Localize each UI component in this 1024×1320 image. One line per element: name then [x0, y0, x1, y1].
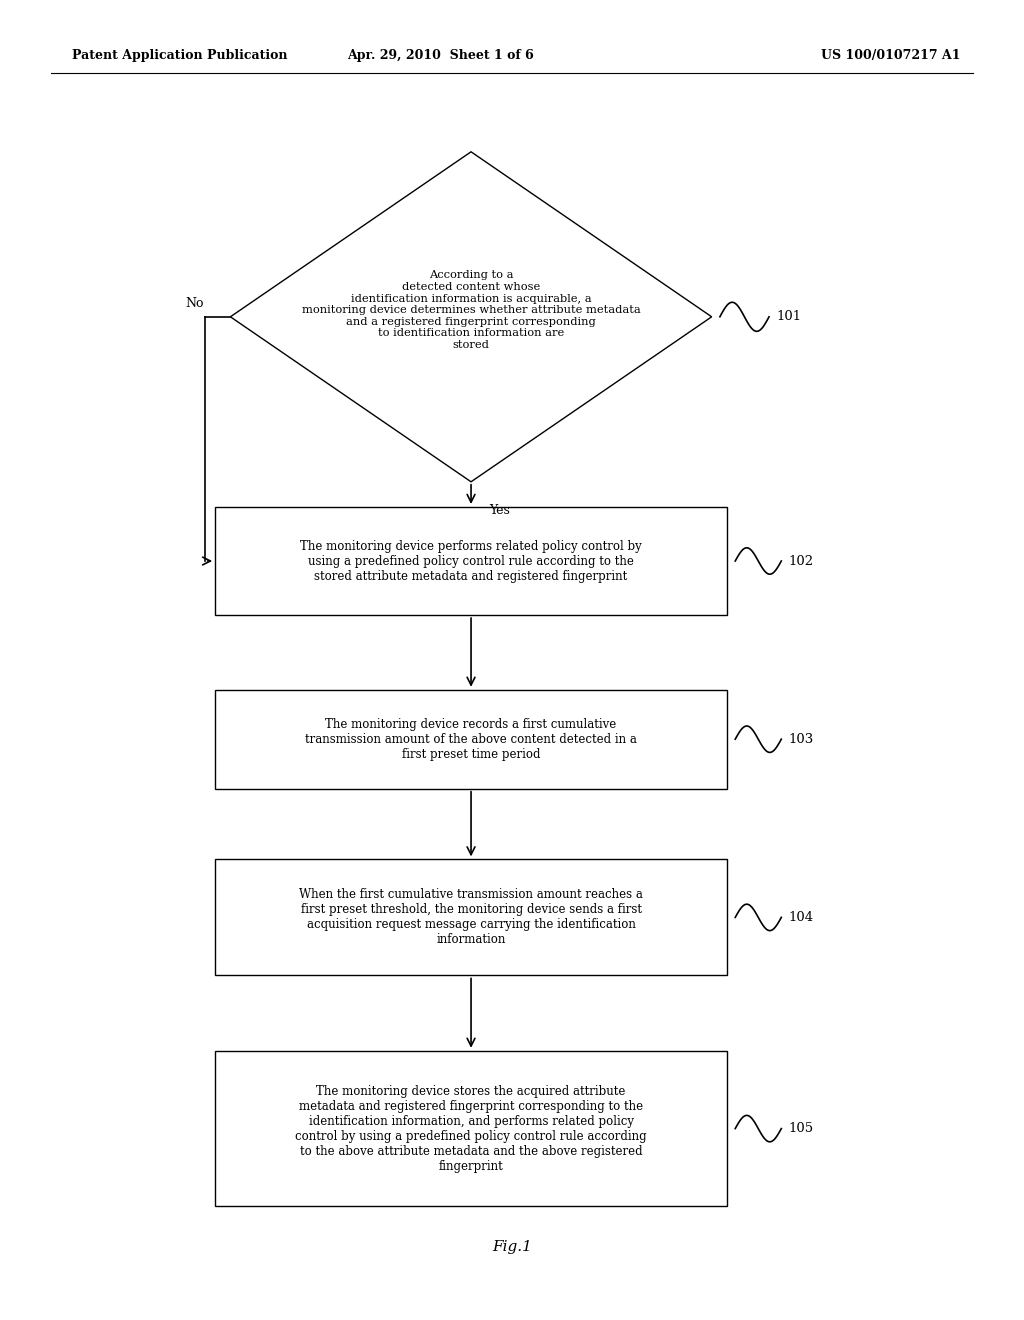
Text: The monitoring device records a first cumulative
transmission amount of the abov: The monitoring device records a first cu…: [305, 718, 637, 760]
Text: According to a
detected content whose
identification information is acquirable, : According to a detected content whose id…: [302, 271, 640, 350]
Text: 103: 103: [788, 733, 814, 746]
Text: 104: 104: [788, 911, 814, 924]
Text: The monitoring device performs related policy control by
using a predefined poli: The monitoring device performs related p…: [300, 540, 642, 582]
Text: The monitoring device stores the acquired attribute
metadata and registered fing: The monitoring device stores the acquire…: [295, 1085, 647, 1172]
Text: Fig.1: Fig.1: [493, 1241, 531, 1254]
Text: 102: 102: [788, 554, 814, 568]
Text: When the first cumulative transmission amount reaches a
first preset threshold, : When the first cumulative transmission a…: [299, 888, 643, 946]
Bar: [215, 1051, 727, 1206]
Text: 105: 105: [788, 1122, 814, 1135]
Bar: [215, 859, 727, 975]
Text: Yes: Yes: [489, 504, 510, 517]
Text: No: No: [185, 297, 204, 310]
Bar: [215, 689, 727, 788]
Text: 101: 101: [776, 310, 802, 323]
Bar: [215, 507, 727, 615]
Text: Apr. 29, 2010  Sheet 1 of 6: Apr. 29, 2010 Sheet 1 of 6: [347, 49, 534, 62]
Text: US 100/0107217 A1: US 100/0107217 A1: [821, 49, 961, 62]
Text: Patent Application Publication: Patent Application Publication: [72, 49, 287, 62]
